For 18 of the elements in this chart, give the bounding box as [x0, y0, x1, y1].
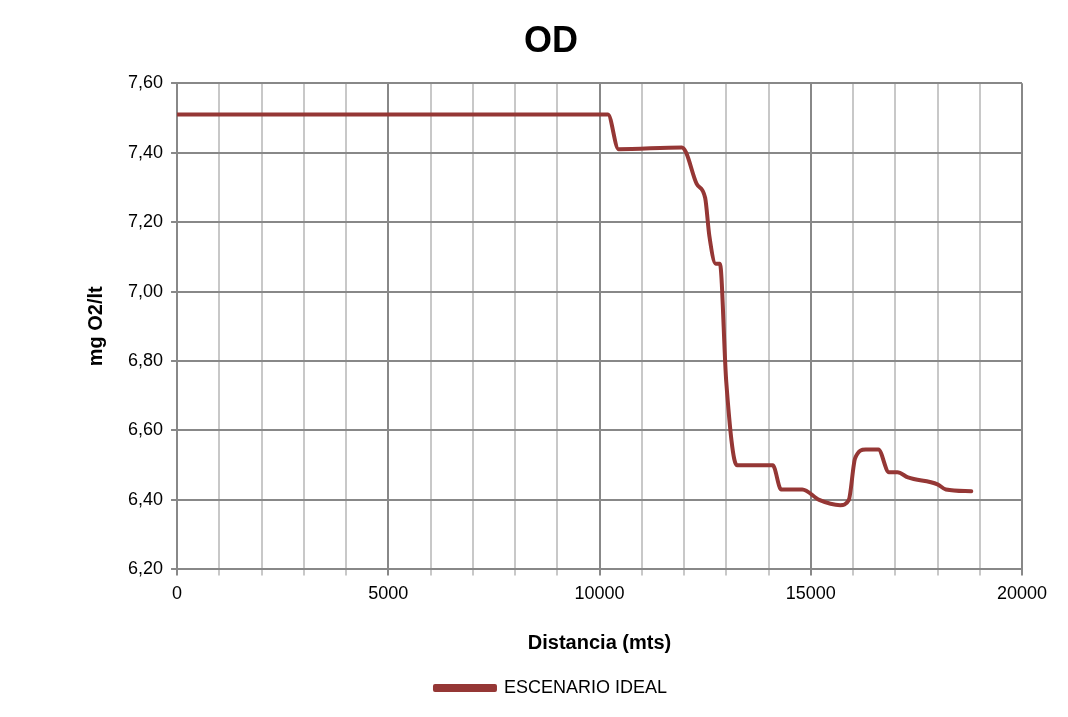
x-tick-label: 5000: [368, 583, 409, 604]
y-tick-label: 7,00: [127, 280, 164, 301]
line-series: [177, 112, 974, 508]
y-tick-label: 6,80: [127, 350, 164, 370]
x-tick-label: 10000: [574, 583, 625, 604]
y-tick-label: 6,40: [127, 488, 164, 509]
y-tick-label: 6,20: [127, 558, 164, 579]
x-tick-label: 20000: [996, 583, 1048, 604]
y-tick-label: 7,40: [127, 141, 164, 162]
chart-title: OD: [524, 18, 578, 60]
y-tick-label: 6,60: [127, 419, 164, 440]
y-tick-label: 7,60: [127, 72, 164, 93]
y-tick-label: 7,20: [127, 211, 164, 232]
x-tick-label: 15000: [785, 583, 836, 604]
x-tick-label: 0: [172, 583, 183, 604]
y-axis-title: mg O2/lt: [83, 285, 106, 367]
legend-label: ESCENARIO IDEAL: [503, 676, 668, 697]
x-axis-title: Distancia (mts): [527, 630, 672, 653]
